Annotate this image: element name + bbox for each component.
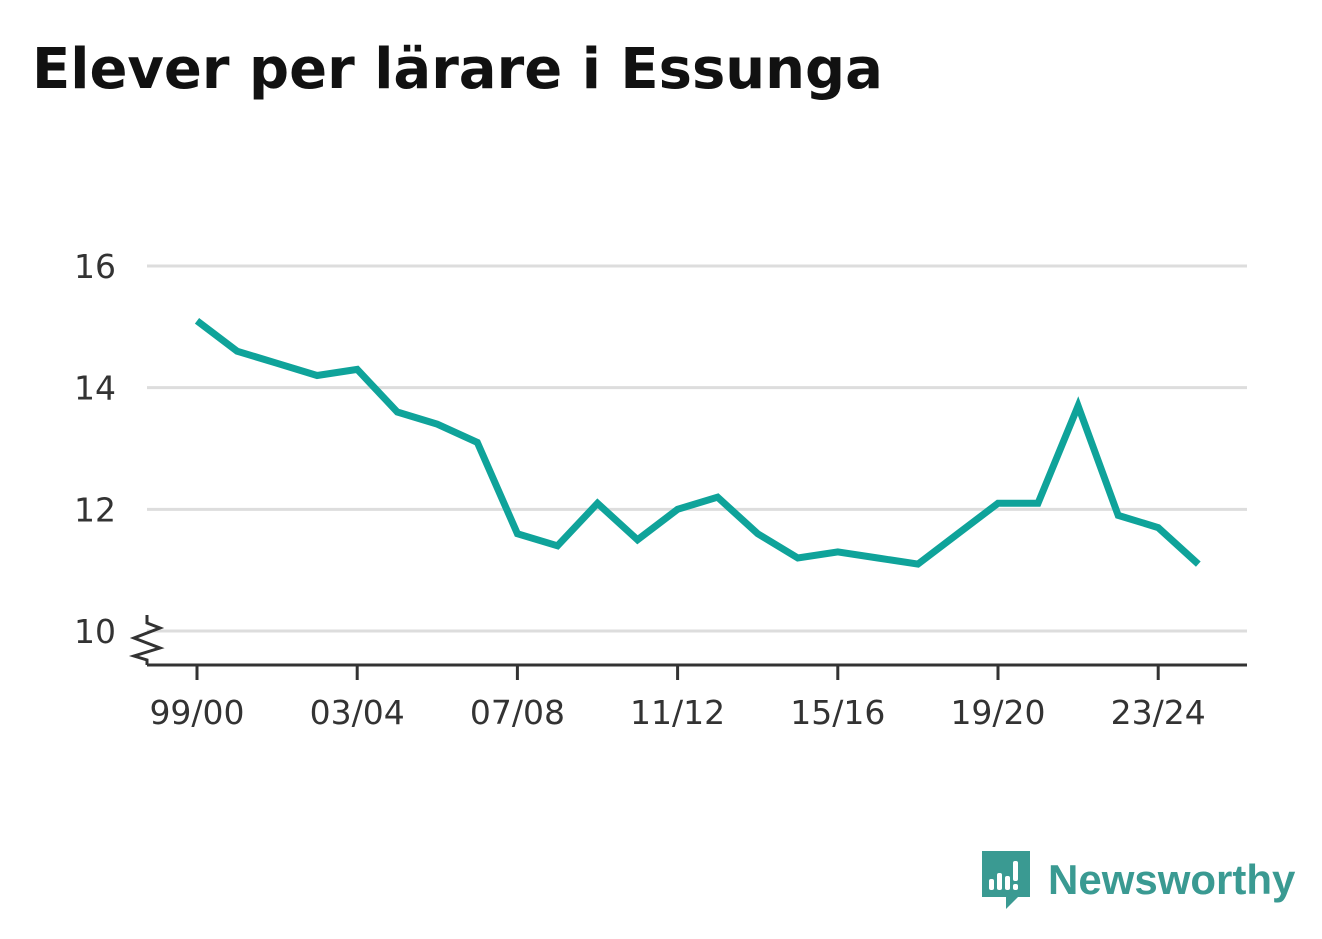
- brand-logo: Newsworthy: [980, 848, 1295, 912]
- brand-name: Newsworthy: [1048, 856, 1296, 903]
- x-axis: [128, 615, 1247, 680]
- series-layer: [194, 318, 1201, 568]
- x-tick-label: 23/24: [1111, 693, 1206, 732]
- gridlines: [147, 264, 1247, 633]
- x-axis-tick-labels: 99/00 03/04 07/08 11/12 15/16 19/20 23/24: [149, 693, 1205, 732]
- y-axis-tick-labels: 10 12 14 16: [74, 247, 116, 651]
- chart-title: Elever per lärare i Essunga: [32, 37, 883, 102]
- series-line: [194, 318, 1201, 568]
- axis-break-mark: [128, 615, 165, 665]
- x-tick-label: 07/08: [470, 693, 565, 732]
- x-tick-label: 19/20: [950, 693, 1045, 732]
- x-tick-label: 99/00: [149, 693, 244, 732]
- newsworthy-logo-icon: [982, 851, 1030, 909]
- x-tick-label: 03/04: [310, 693, 405, 732]
- y-tick-label: 10: [74, 612, 116, 651]
- y-tick-label: 12: [74, 490, 116, 529]
- x-tick-label: 15/16: [790, 693, 885, 732]
- y-tick-label: 16: [74, 247, 116, 286]
- x-tick-label: 11/12: [630, 693, 725, 732]
- y-tick-label: 14: [74, 369, 116, 408]
